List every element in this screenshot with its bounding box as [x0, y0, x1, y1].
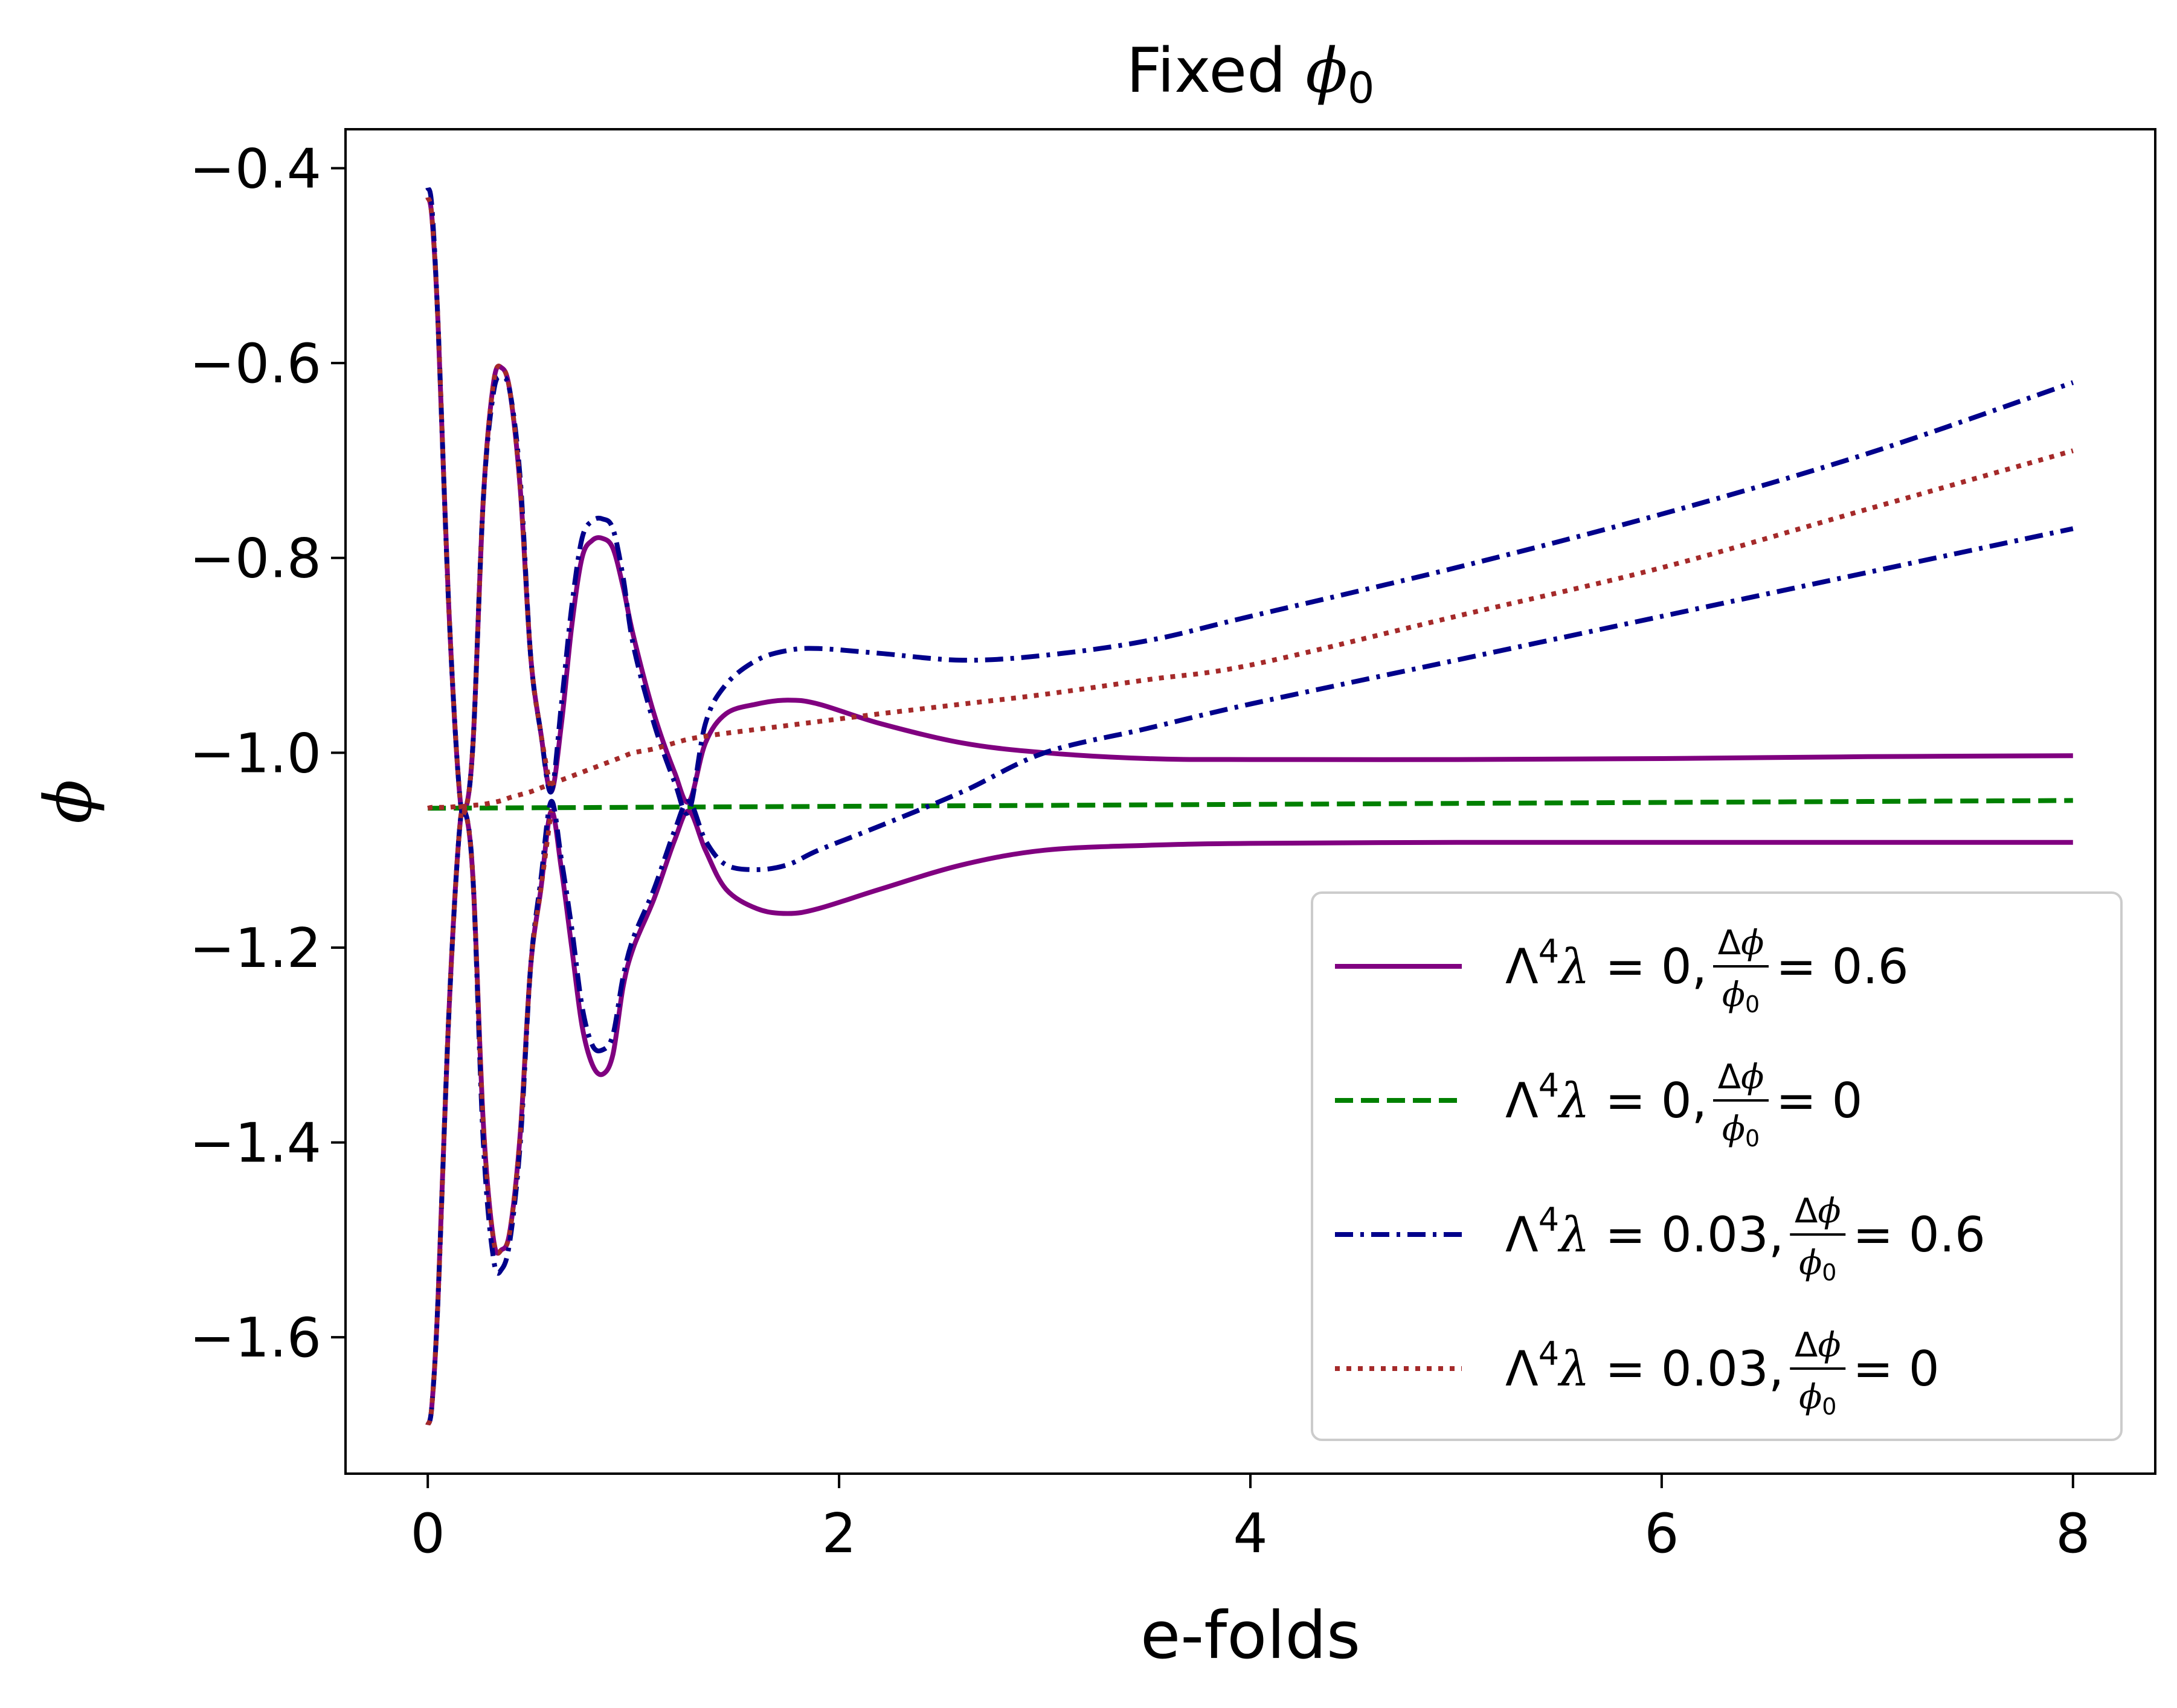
series-line-3: [425, 187, 2074, 817]
series-line-7: [425, 805, 554, 1426]
legend-ratio-value: = 0.6: [1853, 1207, 1986, 1263]
chart-title: Fixed ϕ0: [1127, 35, 1375, 113]
legend-entry: Λ4λ = 0, Δϕ ϕ0 = 0: [1335, 1058, 1862, 1152]
title-main: Fixed: [1127, 35, 1306, 107]
legend-ratio-value: = 0: [1776, 1073, 1862, 1129]
x-axis-ticks: 0 2 4 6 8: [411, 1474, 2090, 1565]
legend-ratio-value: = 0: [1853, 1341, 1939, 1397]
legend-fraction-numerator: Δϕ: [1795, 1192, 1841, 1231]
legend-fraction-denominator: ϕ0: [1799, 1378, 1836, 1420]
y-tick-label: −0.8: [189, 527, 321, 591]
legend-label: Λ4λ = 0.03,: [1505, 1335, 1784, 1397]
series-line-4: [425, 526, 2074, 1426]
legend-fraction-denominator: ϕ0: [1722, 1109, 1760, 1152]
legend-entry: Λ4λ = 0, Δϕ ϕ0 = 0.6: [1335, 923, 1909, 1018]
legend-fraction-denominator: ϕ0: [1799, 1244, 1836, 1286]
legend-box: [1311, 891, 2123, 1441]
y-tick-label: −0.4: [189, 138, 321, 201]
x-tick-label: 6: [1644, 1502, 1679, 1565]
y-axis-ticks: −1.6 −1.4 −1.2 −1.0 −0.8 −0.6 −0.4: [189, 138, 346, 1370]
title-subscript: 0: [1348, 63, 1375, 113]
legend-label: Λ4λ = 0.03,: [1505, 1201, 1784, 1263]
legend-label: Λ4λ = 0,: [1505, 1067, 1707, 1129]
legend-ratio-value: = 0.6: [1776, 939, 1909, 995]
x-tick-label: 4: [1233, 1502, 1267, 1565]
x-tick-label: 0: [411, 1502, 445, 1565]
y-tick-label: −0.6: [189, 332, 321, 396]
legend-fraction-numerator: Δϕ: [1795, 1326, 1841, 1365]
y-tick-label: −1.4: [189, 1112, 321, 1175]
series-line-5: [427, 448, 2074, 811]
legend-entry: Λ4λ = 0.03, Δϕ ϕ0 = 0.6: [1335, 1192, 1986, 1286]
series-line-2: [428, 798, 2073, 811]
y-tick-label: −1.6: [189, 1306, 321, 1370]
legend-label: Λ4λ = 0,: [1505, 933, 1707, 995]
y-axis-label: ϕ: [31, 779, 106, 824]
legend-entry: Λ4λ = 0.03, Δϕ ϕ0 = 0: [1335, 1326, 1940, 1420]
series-line-1: [425, 805, 2073, 1426]
series-lines: [425, 187, 2074, 1426]
x-tick-label: 2: [822, 1502, 856, 1565]
legend-fraction-numerator: Δϕ: [1718, 1058, 1764, 1097]
y-tick-label: −1.2: [189, 917, 321, 980]
legend-fraction-denominator: ϕ0: [1722, 975, 1760, 1018]
legend-fraction-numerator: Δϕ: [1718, 923, 1764, 963]
x-axis-label: e-folds: [1140, 1598, 1360, 1674]
title-symbol: ϕ: [1305, 35, 1348, 107]
x-tick-label: 8: [2056, 1502, 2090, 1565]
y-tick-label: −1.0: [189, 722, 321, 785]
series-line-0: [425, 196, 2073, 817]
